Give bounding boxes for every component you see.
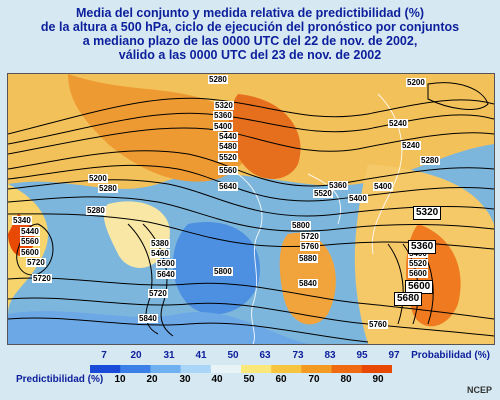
dark-orange-region — [68, 74, 252, 182]
contour-label: 5720 — [32, 274, 52, 283]
contour-label: 5800 — [213, 267, 233, 276]
contour-label: 5200 — [88, 174, 108, 183]
map-canvas — [8, 74, 494, 344]
contour-label: 5400 — [213, 122, 233, 131]
probability-tick: 20 — [130, 350, 142, 361]
contour-label: 5340 — [12, 216, 32, 225]
probability-tick: 7 — [101, 350, 107, 361]
contour-label: 5720 — [300, 232, 320, 241]
probability-tick: 97 — [388, 350, 400, 361]
contour-label: 5440 — [20, 227, 40, 236]
predictability-tick: 40 — [211, 374, 223, 385]
predictability-tick: 30 — [179, 374, 191, 385]
color-legend: Probabilidad (%) Predictibilidad (%) 7 2… — [0, 345, 500, 400]
contour-label: 5460 — [150, 249, 170, 258]
contour-label: 5280 — [208, 75, 228, 84]
red-orange-region — [228, 94, 301, 179]
highlighted-contour-label: 5320 — [413, 206, 442, 220]
credit-label: NCEP — [466, 385, 492, 395]
color-bar-segment — [331, 365, 363, 373]
highlighted-contour-label: 5360 — [408, 240, 437, 254]
predictability-tick: 70 — [308, 374, 320, 385]
contour-label: 5240 — [388, 119, 408, 128]
contour-label: 5280 — [420, 156, 440, 165]
probability-tick: 73 — [292, 350, 304, 361]
contour-label: 5500 — [156, 259, 176, 268]
contour-label: 5200 — [406, 78, 426, 87]
contour-label: 5240 — [401, 141, 421, 150]
contour-label: 5400 — [348, 194, 368, 203]
title-line-4: válido a las 0000 UTC del 23 de nov. de … — [118, 48, 382, 62]
predictability-tick: 10 — [114, 374, 126, 385]
contour-label: 5840 — [138, 314, 158, 323]
predictability-tick: 90 — [372, 374, 384, 385]
color-bar-segment — [180, 365, 212, 373]
color-bar-segment — [210, 365, 242, 373]
predictability-title: Predictibilidad (%) — [16, 374, 104, 385]
probability-tick: 50 — [227, 350, 239, 361]
predictability-tick: 50 — [243, 374, 255, 385]
contour-label: 5600 — [408, 269, 428, 278]
predictability-tick: 20 — [146, 374, 158, 385]
probability-tick: 95 — [356, 350, 368, 361]
contour-label: 5720 — [148, 289, 168, 298]
contour-label: 5520 — [408, 259, 428, 268]
probability-tick: 83 — [324, 350, 336, 361]
predictability-map: 5280 5320 5360 5400 5440 5480 5520 5560 … — [7, 73, 495, 345]
predictability-tick: 60 — [275, 374, 287, 385]
color-bar-segment — [301, 365, 333, 373]
contour-label: 5640 — [218, 182, 238, 191]
title-line-2: de la altura a 500 hPa, ciclo de ejecuci… — [40, 20, 460, 34]
probability-tick: 31 — [163, 350, 175, 361]
contour-label: 5480 — [218, 142, 238, 151]
orange-region-south — [279, 232, 336, 325]
contour-label: 5760 — [300, 242, 320, 251]
color-bar-segment — [361, 365, 392, 373]
probability-title: Probabilidad (%) — [411, 350, 490, 361]
contour-label: 5520 — [218, 153, 238, 162]
contour-label: 5600 — [20, 248, 40, 257]
contour-label: 5440 — [218, 132, 238, 141]
blue-region-south — [8, 311, 308, 344]
contour-label: 5280 — [98, 184, 118, 193]
contour-label: 5400 — [373, 182, 393, 191]
contour-label: 5880 — [298, 254, 318, 263]
color-bar-segment — [90, 365, 121, 373]
probability-tick: 41 — [195, 350, 207, 361]
contour-label: 5800 — [291, 221, 311, 230]
contour-label: 5360 — [328, 181, 348, 190]
contour-label: 5320 — [214, 101, 234, 110]
contour-label: 5640 — [156, 270, 176, 279]
predictability-tick: 80 — [340, 374, 352, 385]
contour-label: 5560 — [20, 237, 40, 246]
probability-tick: 63 — [259, 350, 271, 361]
contour-label: 5720 — [26, 258, 46, 267]
color-bar-segment — [241, 365, 272, 373]
color-bar-segment — [150, 365, 182, 373]
color-bar-segment — [120, 365, 151, 373]
contour-label: 5840 — [298, 279, 318, 288]
highlighted-contour-label: 5680 — [394, 292, 423, 306]
title-line-1: Media del conjunto y medida relativa de … — [76, 6, 424, 20]
color-bar-segment — [271, 365, 302, 373]
contour-label: 5760 — [368, 320, 388, 329]
contour-label: 5380 — [150, 239, 170, 248]
contour-label: 5280 — [86, 206, 106, 215]
title-line-3: a mediano plazo de las 0000 UTC del 22 d… — [82, 34, 418, 48]
color-bar — [90, 365, 392, 373]
contour-label: 5520 — [313, 189, 333, 198]
map-title: Media del conjunto y medida relativa de … — [0, 6, 500, 62]
contour-label: 5560 — [218, 166, 238, 175]
contour-label: 5360 — [213, 111, 233, 120]
